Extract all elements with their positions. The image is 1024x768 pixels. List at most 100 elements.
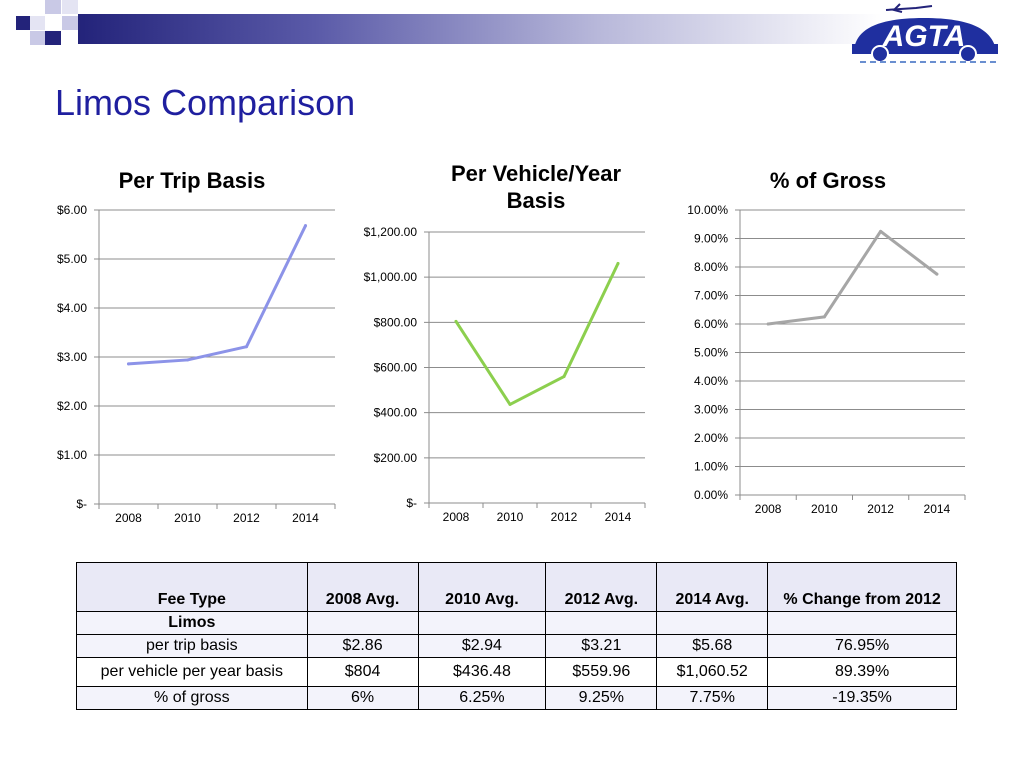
deco-square [45,0,61,14]
table-cell: $2.94 [417,634,547,658]
data-point [508,402,512,406]
x-tick-label: 2010 [811,502,838,516]
table-cell: 89.39% [767,657,957,687]
table-header-cell: % Change from 2012 [767,562,957,612]
chart-percent-gross: 0.00% 1.00% 2.00% 3.00% 4.00% 5.00% 6.00% 7.00%… [687,203,966,516]
y-tick-label: $800.00 [374,315,418,329]
table-cell: per trip basis [76,634,308,658]
x-tick-label: 2014 [292,511,319,525]
table-header-cell: 2012 Avg. [545,562,658,612]
table-cell: 7.75% [656,686,769,710]
data-point [127,362,130,366]
table-cell: $5.68 [656,634,769,658]
svg-text:AGTA: AGTA [882,20,966,53]
x-tick-label: 2008 [755,502,782,516]
table-cell [767,611,957,635]
table-row: per vehicle per year basis $804 $436.48 … [76,657,957,687]
y-tick-label: 10.00% [687,203,728,217]
table-cell: 76.95% [767,634,957,658]
series-line [766,229,939,326]
table-cell [417,611,547,635]
chart-per-vehicle: $- $200.00 $400.00 $600.00 $800.00 $1,000.00 $… [364,225,646,524]
series-line [127,224,307,366]
table-cell: % of gross [76,686,308,710]
table-cell: 6.25% [417,686,547,710]
table-cell [656,611,769,635]
y-tick-label: $600.00 [374,361,418,375]
y-tick-label: 2.00% [694,431,728,445]
deco-square [30,31,45,45]
data-point [766,322,770,326]
data-point [304,224,307,228]
table-header-cell: 2014 Avg. [656,562,769,612]
y-tick-label: $400.00 [374,406,418,420]
table-row: % of gross 6% 6.25% 9.25% 7.75% -19.35% [76,686,957,710]
x-tick-label: 2014 [605,510,632,524]
data-point [186,358,189,362]
y-tick-label: $1,000.00 [364,270,418,284]
table-cell: per vehicle per year basis [76,657,308,687]
table-cell: 9.25% [545,686,658,710]
table-cell [306,611,419,635]
y-tick-label: $- [76,497,87,511]
data-point [935,272,939,276]
table-header-cell: 2008 Avg. [306,562,419,612]
table-cell: $1,060.52 [656,657,769,687]
series-line [454,261,620,406]
deco-square [62,0,78,14]
x-tick-label: 2010 [497,510,524,524]
y-tick-label: 6.00% [694,317,728,331]
y-tick-label: 1.00% [694,460,728,474]
y-tick-label: $2.00 [57,399,87,413]
table-cell: $804 [306,657,419,687]
data-point [454,319,458,323]
chart-per-trip: $- $1.00 $2.00 $3.00 $4.00 $5.00 $6.00 2008 2010… [57,203,336,525]
agta-logo: AGTA [852,3,998,63]
data-point [562,375,566,379]
y-tick-label: 8.00% [694,260,728,274]
slide-title: Limos Comparison [55,82,356,123]
table-row: per trip basis $2.86 $2.94 $3.21 $5.68 7… [76,634,957,658]
table-section-row: Limos [76,611,957,635]
x-tick-label: 2012 [551,510,578,524]
table-cell: 6% [306,686,419,710]
y-tick-label: $1.00 [57,448,87,462]
x-tick-label: 2010 [174,511,201,525]
chart-title-percent-gross: % of Gross [769,168,887,193]
chart-title-per-vehicle: Per Vehicle/Year Basis [450,161,622,213]
deco-square [45,31,61,45]
y-tick-label: 3.00% [694,403,728,417]
data-point [879,229,883,233]
y-tick-label: $200.00 [374,451,418,465]
y-tick-label: $6.00 [57,203,87,217]
fee-comparison-table: Fee Type 2008 Avg. 2010 Avg. 2012 Avg. 2… [76,562,957,710]
table-cell: $3.21 [545,634,658,658]
y-tick-label: $5.00 [57,252,87,266]
table-section-label: Limos [76,611,308,635]
y-tick-label: 9.00% [694,232,728,246]
y-tick-label: $4.00 [57,301,87,315]
deco-square [62,16,78,30]
data-point [245,345,248,349]
y-tick-label: 0.00% [694,488,728,502]
table-cell: $559.96 [545,657,658,687]
x-tick-label: 2012 [867,502,894,516]
table-cell: $436.48 [417,657,547,687]
chart-title-per-trip: Per Trip Basis [118,168,266,193]
x-tick-label: 2008 [115,511,142,525]
data-point [616,261,620,265]
y-tick-label: $1,200.00 [364,225,418,239]
table-cell: -19.35% [767,686,957,710]
y-tick-label: $- [406,496,417,510]
data-point [822,315,826,319]
x-tick-label: 2012 [233,511,260,525]
table-cell: $2.86 [306,634,419,658]
y-tick-label: 7.00% [694,289,728,303]
y-tick-label: $3.00 [57,350,87,364]
x-tick-label: 2014 [924,502,951,516]
x-tick-label: 2008 [443,510,470,524]
table-cell [545,611,658,635]
y-tick-label: 4.00% [694,374,728,388]
deco-square [30,16,45,30]
table-header-row: Fee Type 2008 Avg. 2010 Avg. 2012 Avg. 2… [76,562,957,612]
